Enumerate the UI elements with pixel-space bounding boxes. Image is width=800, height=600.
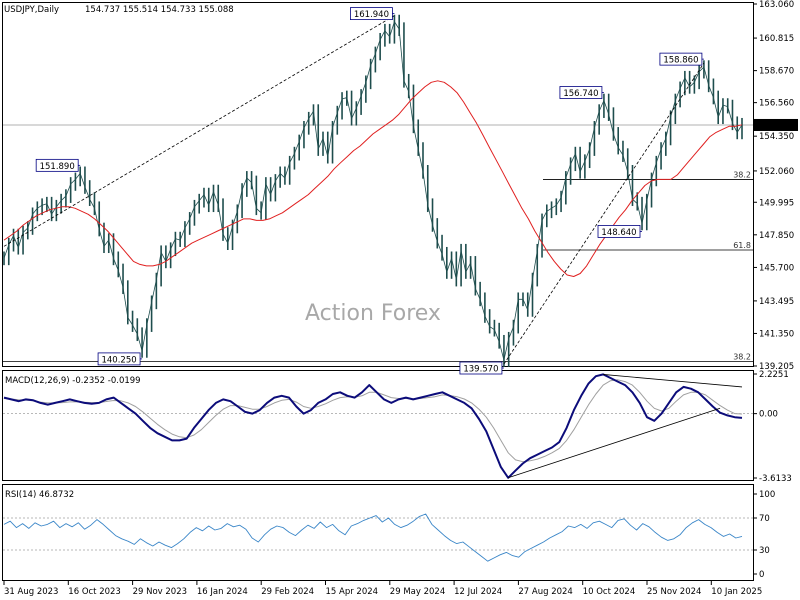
swing-label: 139.570 (463, 365, 498, 375)
x-tick-label: 29 Feb 2024 (261, 587, 314, 597)
axis-layer: 163.060 160.815 158.670 156.560 154.350 152.0… (3, 0, 798, 597)
current-price-label: 155.088 (759, 121, 794, 131)
macd-trend-line (603, 374, 743, 388)
x-tick-label: 25 Nov 2024 (647, 587, 701, 597)
swing-label-box (35, 158, 79, 172)
trend-line-dashed (503, 62, 705, 365)
rsi-y-tick-label: 30 (759, 546, 770, 556)
swing-label-box (97, 352, 141, 366)
rsi-title: RSI(14) 46.8732 (5, 490, 74, 500)
macd-y-tick-label: -3.6133 (759, 474, 792, 484)
price-y-tick-label: 160.815 (759, 34, 794, 44)
swing-label: 140.250 (101, 355, 136, 365)
swing-label-box (597, 225, 641, 238)
price-y-tick-label: 149.995 (759, 198, 794, 208)
swing-label-box (659, 52, 703, 66)
header-symbol: USDJPY,Daily (4, 5, 59, 15)
x-tick-label: 29 Nov 2023 (133, 587, 187, 597)
macd-title: MACD(12,26,9) -0.2352 -0.0199 (5, 376, 141, 386)
price-y-tick-label: 139.205 (759, 362, 794, 372)
swing-label: 158.860 (663, 56, 698, 66)
rsi-layer (3, 513, 753, 562)
price-y-tick-label: 154.350 (759, 132, 794, 142)
swing-label: 148.640 (601, 228, 636, 238)
x-tick-label: 15 Apr 2024 (326, 587, 379, 597)
x-tick-label: 16 Jan 2024 (197, 587, 248, 597)
fib-level-label: 61.8 (733, 241, 751, 250)
price-y-tick-label: 147.850 (759, 231, 794, 241)
price-y-tick-label: 156.560 (759, 99, 794, 109)
swing-label: 151.890 (40, 162, 75, 172)
price-y-tick-label: 143.495 (759, 297, 794, 307)
macd-layer (3, 373, 753, 479)
price-layer: 38.2 61.8 38.2 161.940 151.890 140.250 139.570… (3, 7, 753, 375)
x-tick-label: 10 Oct 2024 (583, 587, 636, 597)
trend-line-dashed (3, 15, 395, 247)
price-y-tick-label: 152.060 (759, 167, 794, 177)
price-y-tick-label: 145.700 (759, 263, 794, 273)
macd-y-tick-label: 0.00 (759, 410, 778, 420)
x-tick-label: 27 Aug 2024 (518, 587, 572, 597)
swing-label: 161.940 (354, 10, 389, 20)
rsi-line (3, 513, 743, 562)
macd-y-tick-label: 2.2251 (759, 370, 789, 380)
swing-label-box (459, 361, 503, 375)
price-y-tick-label: 141.350 (759, 329, 794, 339)
x-tick-label: 31 Aug 2023 (4, 587, 58, 597)
swing-label-box (350, 7, 393, 21)
rsi-y-tick-label: 100 (759, 490, 775, 500)
sma-series-line (3, 80, 743, 277)
x-tick-label: 10 Jan 2025 (711, 587, 762, 597)
swing-label-box (559, 86, 603, 99)
swing-label: 156.740 (563, 89, 598, 99)
rsi-pane-frame (2, 484, 754, 581)
price-series-line (3, 21, 743, 361)
macd-main-line (3, 373, 743, 479)
current-price-box (754, 118, 798, 131)
macd-signal-line (3, 379, 743, 463)
x-tick-label: 12 Jul 2024 (454, 587, 502, 597)
x-tick-label: 16 Oct 2023 (68, 587, 121, 597)
fib-level-label: 38.2 (733, 353, 751, 362)
x-tick-label: 29 May 2024 (390, 587, 445, 597)
price-y-tick-label: 163.060 (759, 0, 794, 10)
macd-pane-frame (2, 370, 754, 481)
macd-trend-line (508, 407, 721, 479)
price-y-tick-label: 158.670 (759, 67, 794, 77)
watermark: Action Forex (305, 301, 441, 326)
rsi-y-tick-label: 70 (759, 514, 770, 524)
header-ohlc: 154.737 155.514 154.733 155.088 (85, 5, 234, 15)
rsi-y-tick-label: 0 (759, 570, 764, 580)
fib-level-label: 38.2 (733, 170, 751, 179)
